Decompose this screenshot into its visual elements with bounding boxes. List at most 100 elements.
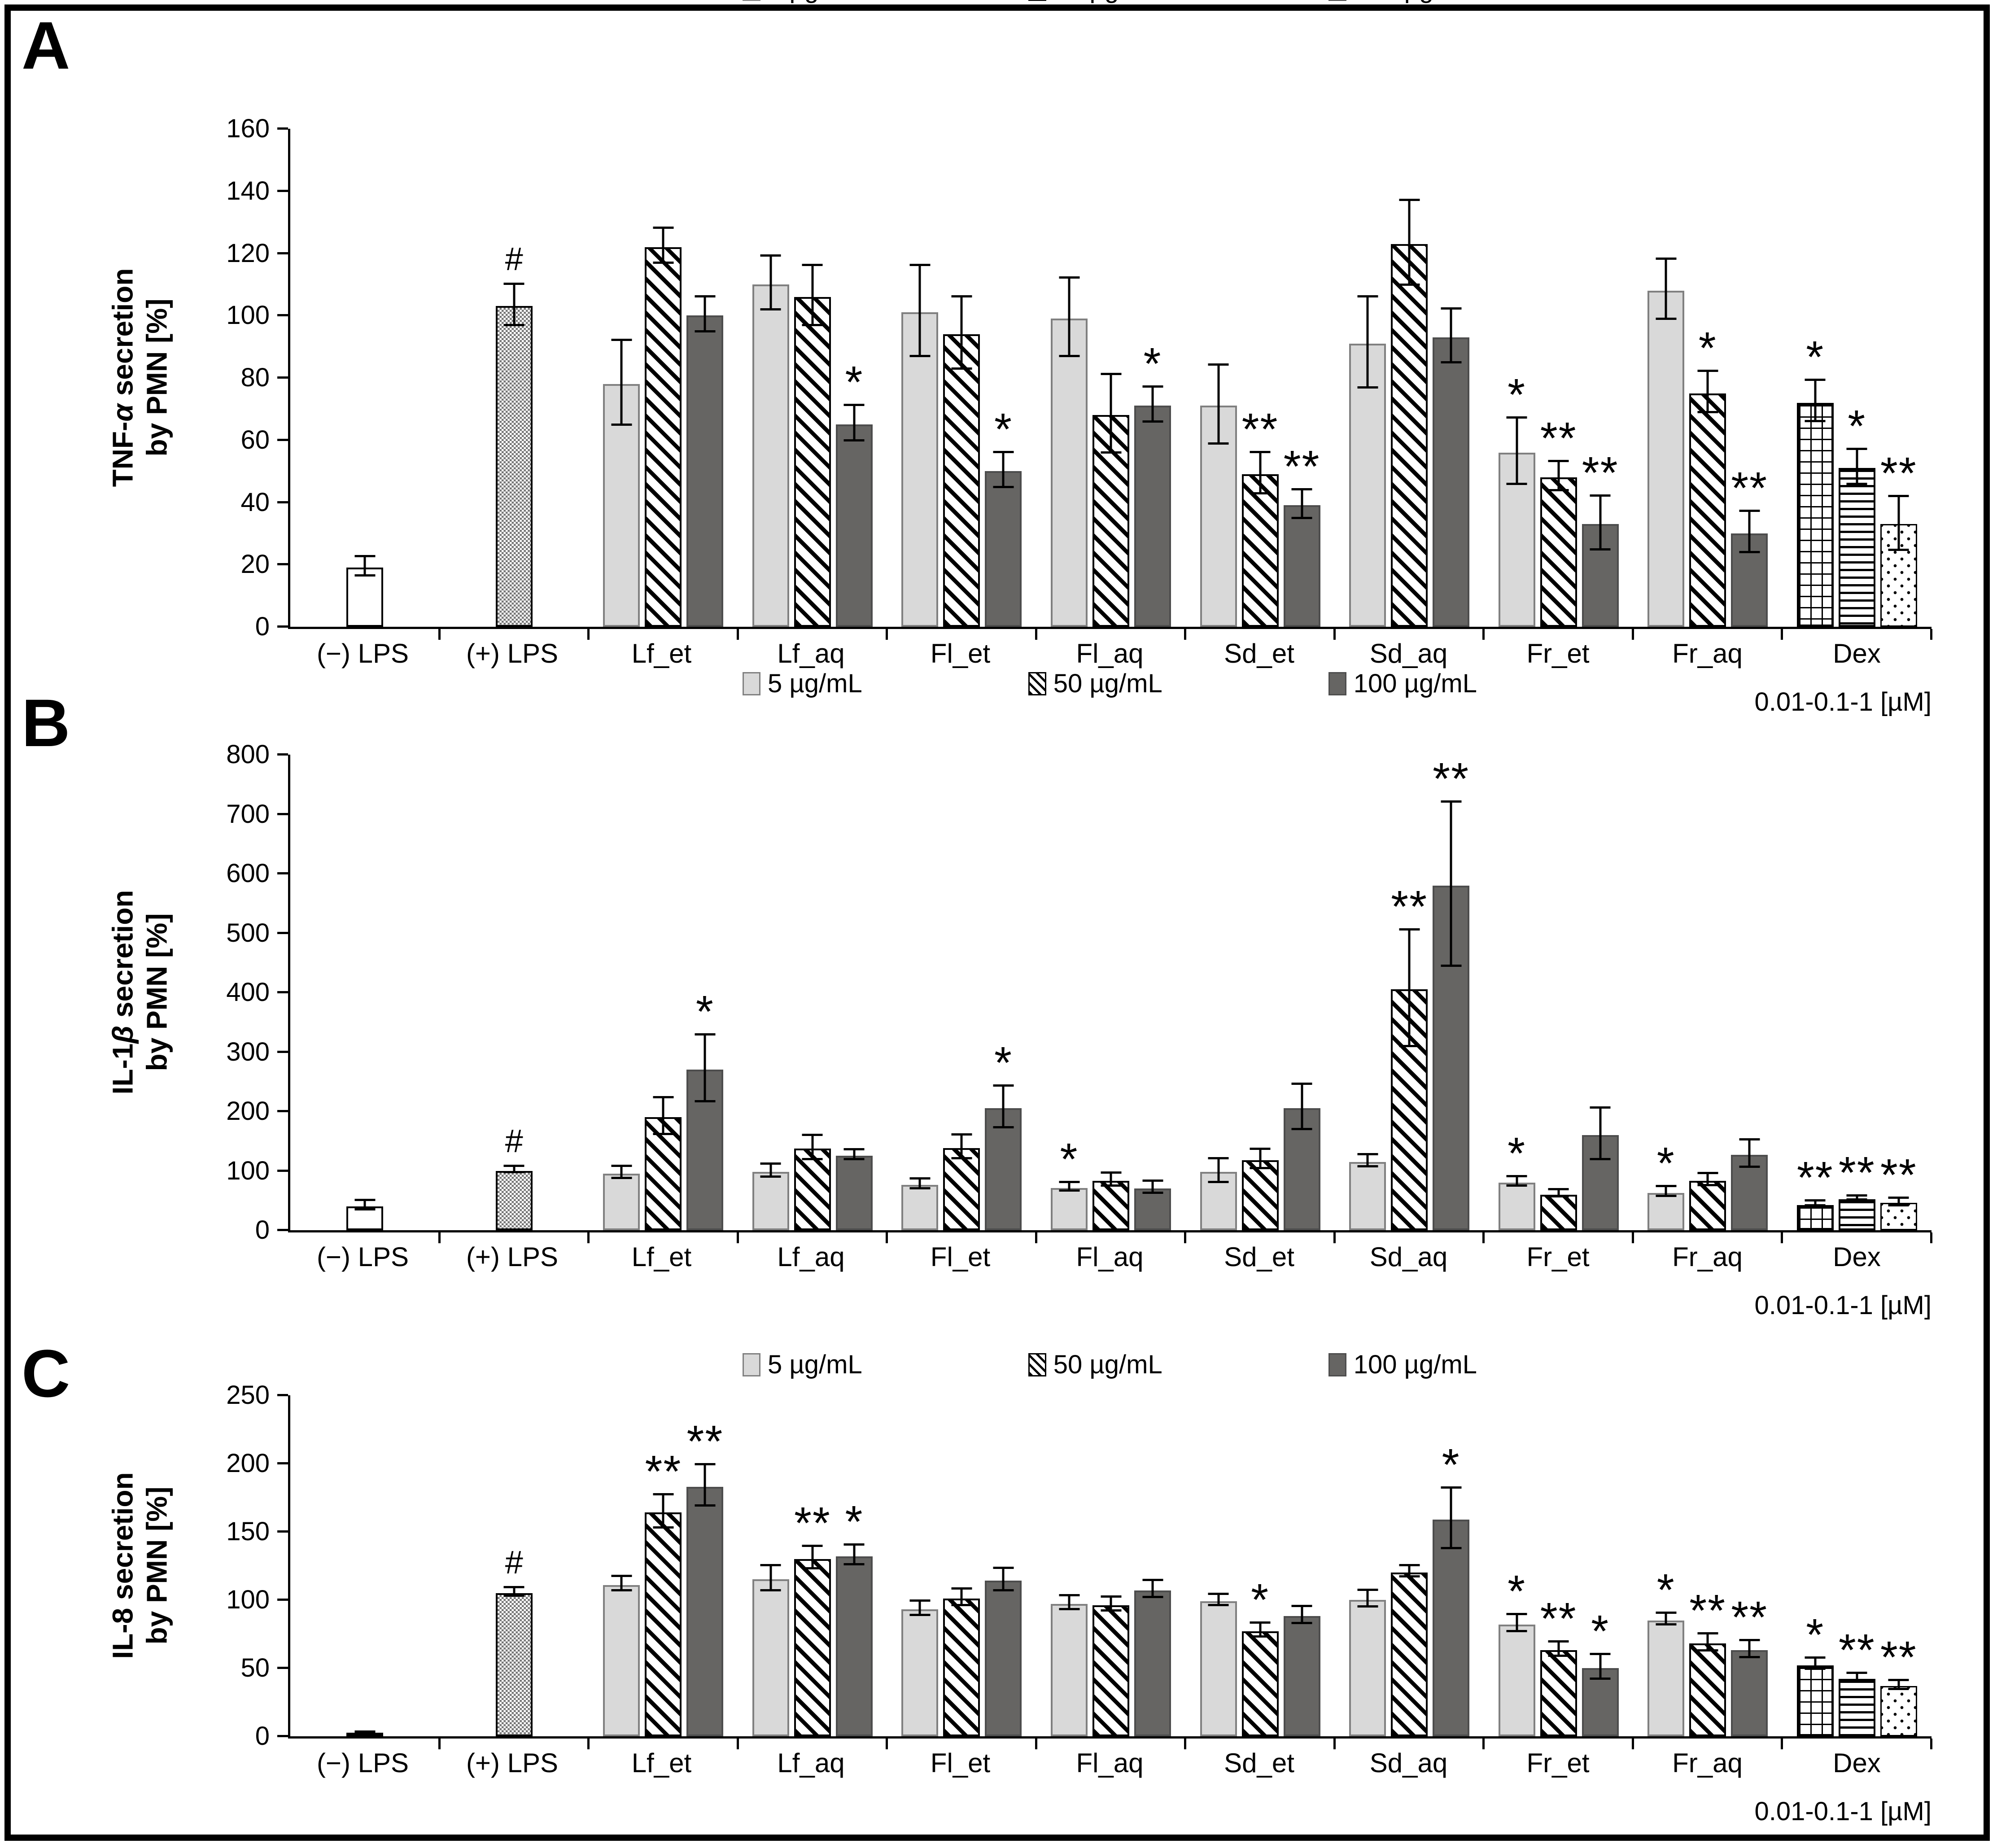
panel-a-legend: 5 µg/mL 50 µg/mL 100 µg/mL <box>288 0 1931 4</box>
bar-light <box>1051 1594 1088 1736</box>
bar-dark: ** <box>1731 466 1768 627</box>
bar-dark <box>1134 1180 1171 1230</box>
legend-swatch-hatch <box>1028 672 1046 695</box>
significance-marker: ** <box>1433 754 1470 804</box>
y-axis-title-segment: β <box>106 1026 139 1044</box>
significance-marker: * <box>1442 1439 1460 1490</box>
significance-marker: ** <box>1880 1632 1917 1683</box>
error-bar <box>1259 1621 1262 1638</box>
y-axis-title-segment: TNF- <box>106 422 139 487</box>
significance-marker: ** <box>1731 1592 1768 1643</box>
y-axis-tick <box>277 991 288 993</box>
error-bar <box>1068 276 1071 358</box>
legend-swatch-hatch <box>1028 0 1046 1</box>
bar-plain <box>346 555 384 627</box>
bar-light <box>603 1165 640 1230</box>
bar-hatch <box>1092 373 1129 627</box>
panel-c-y-axis-title: IL-8 secretion by PMN [%] <box>91 1395 189 1736</box>
y-axis-tick <box>277 314 288 317</box>
panel-b-x-axis-labels: (−) LPS (+) LPS Lf_et Lf_aq Fl_et Fl_aq Sd_et S… <box>288 1232 1931 1272</box>
bar-hatch <box>1391 1564 1428 1736</box>
category-group <box>290 755 441 1243</box>
significance-marker: * <box>845 1497 864 1547</box>
error-bar <box>1217 1157 1220 1184</box>
y-axis-tick-label: 100 <box>226 1585 270 1614</box>
legend-swatch-light <box>743 0 760 1</box>
y-axis-tick-label: 50 <box>240 1653 270 1682</box>
y-axis-title-segment: α <box>106 404 139 422</box>
y-axis-tick-label: 0 <box>255 612 270 641</box>
error-bar <box>1366 1153 1369 1167</box>
y-axis-tick <box>277 1599 288 1601</box>
category-label: Lf_et <box>631 638 692 668</box>
bar-dark <box>1283 1605 1320 1736</box>
panel-b-legend: 5 µg/mL 50 µg/mL 100 µg/mL <box>288 668 1931 699</box>
error-bar <box>1748 1138 1751 1168</box>
bar-dark: ** <box>1731 1595 1768 1736</box>
panel-c-dex-dose-note: 0.01-0.1-1 [µM] <box>1754 1797 1931 1826</box>
y-axis-tick <box>277 1110 288 1112</box>
legend-label: 50 µg/mL <box>1053 669 1162 698</box>
bar-dark: ** <box>686 1419 724 1736</box>
error-bar <box>1151 1579 1154 1598</box>
y-axis-tick-label: 250 <box>226 1381 270 1410</box>
significance-marker: # <box>505 1123 523 1160</box>
y-axis-tick-label: 500 <box>226 918 270 948</box>
bar-hatch: ** <box>1689 1588 1726 1736</box>
category-group: **** <box>1782 129 1932 640</box>
y-axis-tick-label: 160 <box>226 114 270 143</box>
category-label: Lf_aq <box>777 1748 845 1778</box>
bar-light <box>1349 1153 1386 1230</box>
panel-a-dex-dose-note: 0.01-0.1-1 [µM] <box>1754 687 1931 716</box>
panel-c-label: C <box>22 1336 70 1411</box>
error-bar <box>1557 1640 1560 1657</box>
bar-stipple: # <box>495 243 533 627</box>
significance-marker: * <box>1848 401 1866 451</box>
significance-marker: ** <box>1880 448 1917 498</box>
y-axis-title-line: by PMN [%] <box>140 1472 174 1659</box>
bar-light: * <box>1647 1141 1685 1230</box>
category-group: * ** ** <box>1633 1395 1783 1749</box>
bar-dark: ** <box>1283 444 1320 627</box>
error-bar <box>1706 1632 1709 1651</box>
significance-marker: ** <box>1241 404 1279 454</box>
bar-light: * <box>1051 1137 1088 1230</box>
error-bar <box>1856 1672 1858 1683</box>
y-axis-tick <box>277 1050 288 1053</box>
y-axis-tick-label: 300 <box>226 1037 270 1066</box>
error-bar <box>960 1133 963 1160</box>
category-label: Fl_et <box>930 638 991 668</box>
category-label: Fl_aq <box>1076 638 1144 668</box>
y-axis-tick <box>277 625 288 628</box>
bar-dark: * <box>985 1040 1022 1230</box>
category-label: (+) LPS <box>466 1242 559 1272</box>
bar-light <box>752 254 789 627</box>
y-axis-title-segment: by PMN [%] <box>140 299 173 457</box>
significance-marker: * <box>1806 1609 1825 1660</box>
error-bar <box>1068 1594 1071 1611</box>
error-bar <box>769 254 772 311</box>
error-bar <box>769 1162 772 1178</box>
bar-light <box>1349 1588 1386 1736</box>
bar-light <box>1349 295 1386 627</box>
y-axis-tick <box>277 1735 288 1737</box>
error-bar <box>363 1198 366 1211</box>
bar-hatch <box>1391 198 1428 627</box>
y-axis-tick-label: 150 <box>226 1517 270 1546</box>
category-group <box>1335 129 1485 640</box>
significance-marker: ** <box>1731 463 1768 514</box>
category-group: * <box>1484 755 1634 1243</box>
category-label: Sd_et <box>1224 1748 1294 1778</box>
panel-a-plot-wrap: 5 µg/mL 50 µg/mL 100 µg/mL TNF-α secretion… <box>106 0 1932 717</box>
significance-marker: ** <box>1540 1594 1577 1644</box>
bar-dark <box>1433 307 1470 627</box>
error-bar <box>1814 378 1817 423</box>
error-bar <box>811 1545 814 1570</box>
bar-hatch <box>1092 1171 1129 1230</box>
panel-a: A 5 µg/mL 50 µg/mL 100 µg/mL TNF-α secreti… <box>19 0 1972 716</box>
y-axis-tick <box>277 753 288 756</box>
y-axis-tick-label: 0 <box>255 1215 270 1245</box>
bar-hlines: ** <box>1838 1150 1875 1230</box>
y-axis-title-line: IL-1β secretion <box>106 890 140 1095</box>
category-group: * <box>887 129 1037 640</box>
